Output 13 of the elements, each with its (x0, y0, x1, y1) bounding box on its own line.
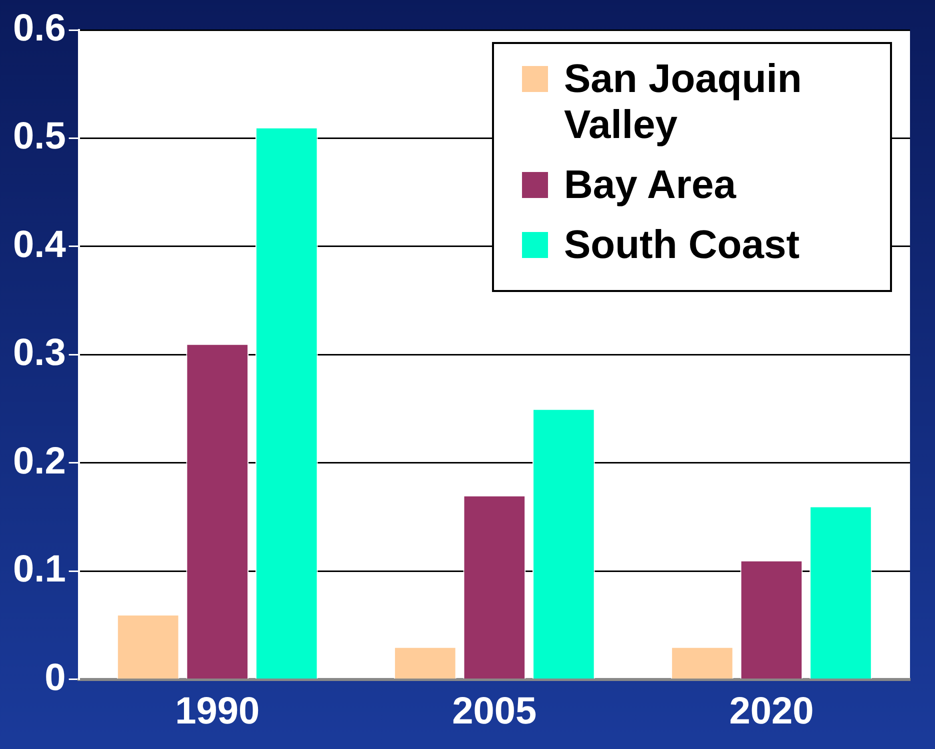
x-tick-label: 1990 (175, 690, 260, 733)
legend-label: San Joaquin Valley (564, 56, 803, 148)
y-tick-label: 0.2 (12, 440, 66, 482)
y-tick-label: 0.3 (12, 332, 66, 374)
y-tick-label: 0.1 (12, 548, 66, 591)
y-tick-label: 0.5 (12, 116, 66, 158)
y-tick-label: 0.4 (12, 224, 66, 266)
legend-label: Bay Area (564, 162, 736, 208)
y-tick-label: 0 (44, 656, 66, 699)
x-tick-label: 2020 (729, 690, 814, 733)
y-tick-label: 0.6 (12, 7, 66, 50)
legend-label: South Coast (564, 222, 800, 268)
x-tick-label: 2005 (452, 690, 537, 733)
